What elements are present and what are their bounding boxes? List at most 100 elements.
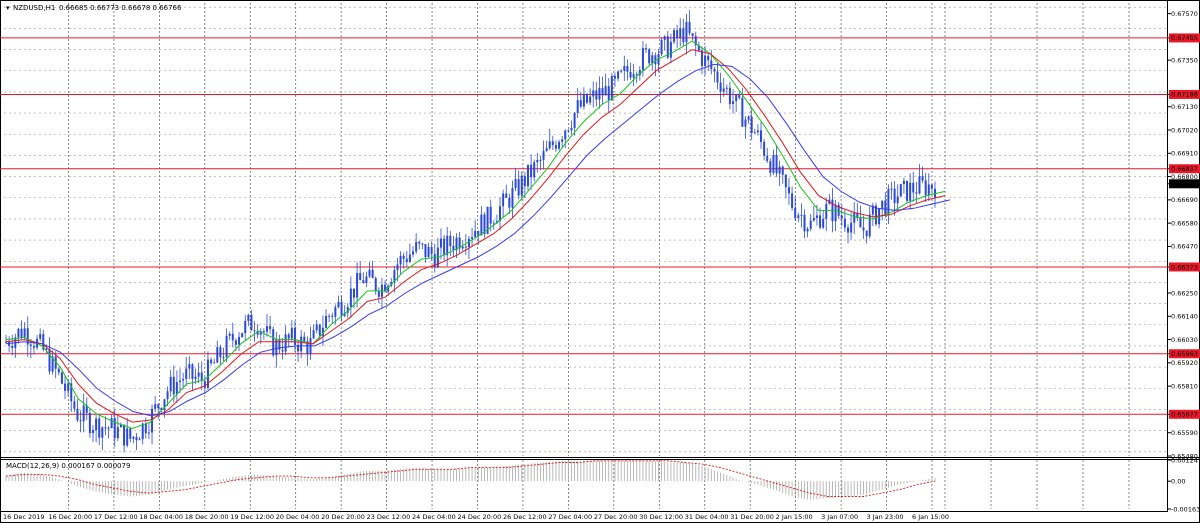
- candle-body: [548, 141, 551, 149]
- macd-tick-label: -0.001638: [1171, 505, 1200, 513]
- x-tick-label: 16 Dec 2019: [3, 513, 45, 521]
- candle-body: [126, 428, 129, 446]
- candle-body: [449, 235, 452, 247]
- price-tag: [1169, 89, 1200, 99]
- x-tick-label: 6 Jan 15:00: [912, 513, 949, 521]
- candle-body: [467, 238, 470, 247]
- candle-body: [399, 255, 402, 265]
- candle-body: [129, 428, 132, 439]
- candle-body: [613, 76, 616, 79]
- candle-body: [797, 215, 800, 218]
- candle-body: [502, 193, 505, 207]
- y-tick-label: 0.65590: [1171, 429, 1198, 437]
- candle-body: [430, 246, 433, 254]
- candle-body: [704, 55, 707, 66]
- candle-body: [427, 246, 430, 258]
- candle-body: [123, 424, 126, 446]
- candle-body: [272, 329, 275, 356]
- x-tick-label: 3 Jan 23:00: [867, 513, 904, 521]
- x-tick-label: 20 Dec 04:00: [276, 513, 320, 521]
- y-tick-label: 0.66910: [1171, 150, 1198, 158]
- candle-body: [728, 87, 731, 105]
- candle-body: [710, 60, 713, 70]
- candle-body: [26, 328, 29, 345]
- candle-body: [371, 269, 374, 278]
- candle-body: [439, 238, 442, 248]
- candle-body: [222, 357, 225, 359]
- candlesticks: [5, 10, 936, 453]
- candle-body: [455, 237, 458, 251]
- candle-body: [713, 69, 716, 72]
- candle-body: [247, 314, 250, 321]
- candle-body: [589, 96, 592, 103]
- candle-body: [554, 144, 557, 149]
- candle-body: [265, 326, 268, 332]
- candle-body: [601, 87, 604, 96]
- candle-body: [297, 344, 300, 352]
- candle-body: [393, 270, 396, 283]
- candle-body: [101, 427, 104, 438]
- symbol-label-arrow[interactable]: ▾: [6, 4, 10, 12]
- candle-body: [856, 212, 859, 219]
- candle-body: [244, 320, 247, 334]
- candle-body: [819, 215, 822, 228]
- candle-body: [915, 192, 918, 194]
- candle-body: [862, 227, 865, 231]
- candle-body: [595, 90, 598, 100]
- y-tick-label: 0.67020: [1171, 126, 1198, 134]
- candle-body: [732, 101, 735, 105]
- candle-body: [175, 382, 178, 395]
- candle-body: [331, 315, 334, 317]
- candle-body: [321, 327, 324, 336]
- candle-body: [688, 21, 691, 34]
- candle-body: [20, 328, 23, 338]
- candle-body: [834, 204, 837, 222]
- candle-body: [906, 180, 909, 201]
- candle-body: [116, 427, 119, 439]
- candle-body: [934, 188, 936, 198]
- candle-body: [800, 214, 803, 216]
- candle-body: [760, 130, 763, 142]
- candle-body: [843, 218, 846, 228]
- candle-body: [402, 255, 405, 259]
- candle-body: [113, 418, 116, 439]
- candle-body: [166, 391, 169, 400]
- x-tick-label: 23 Dec 12:00: [367, 513, 411, 521]
- candle-body: [474, 230, 477, 238]
- candle-body: [517, 179, 520, 196]
- candle-body: [700, 50, 703, 66]
- x-tick-label: 17 Dec 12:00: [94, 513, 138, 521]
- candle-body: [635, 74, 638, 76]
- y-tick-label: 0.67455: [1171, 34, 1198, 42]
- candle-body: [98, 418, 101, 438]
- candle-body: [899, 184, 902, 197]
- candle-body: [579, 100, 582, 107]
- candle-body: [70, 383, 73, 402]
- candle-body: [95, 418, 98, 431]
- candle-body: [902, 180, 905, 185]
- candle-body: [315, 324, 318, 331]
- candle-body: [119, 424, 122, 428]
- candle-body: [576, 100, 579, 113]
- candle-body: [197, 372, 200, 377]
- candle-body: [893, 188, 896, 204]
- candle-body: [138, 439, 141, 441]
- candle-body: [269, 326, 272, 330]
- candle-body: [598, 87, 601, 100]
- candle-body: [163, 399, 166, 410]
- candle-body: [169, 376, 172, 392]
- y-tick-label: 0.66030: [1171, 336, 1198, 344]
- candle-body: [384, 284, 387, 292]
- candle-body: [825, 203, 828, 219]
- candle-body: [144, 423, 147, 434]
- candle-body: [433, 253, 436, 268]
- candle-body: [775, 154, 778, 174]
- candle-body: [228, 333, 231, 336]
- candle-body: [340, 301, 343, 316]
- candle-body: [707, 55, 710, 61]
- candle-body: [725, 87, 728, 89]
- candle-body: [747, 116, 750, 120]
- ohlc-label: 0.66685 0.66773 0.66678 0.66766: [59, 4, 182, 12]
- candle-body: [912, 182, 915, 193]
